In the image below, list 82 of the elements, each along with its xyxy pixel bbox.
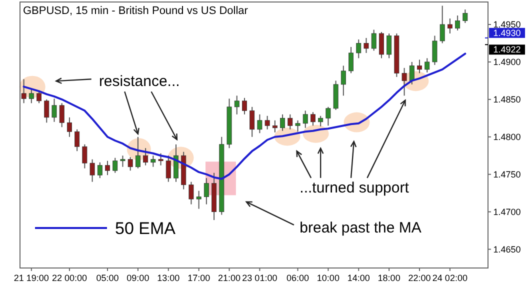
candlestick <box>74 128 80 152</box>
candlestick <box>280 114 286 132</box>
candlestick <box>348 46 354 74</box>
candlestick <box>432 35 438 66</box>
candlestick <box>333 80 338 110</box>
candlestick <box>234 95 240 115</box>
x-tick-label: 06:00 <box>286 273 310 283</box>
y-tick-label: 1.4700 <box>493 206 521 217</box>
candlestick <box>447 18 452 34</box>
candlestick <box>59 102 64 128</box>
text: 1.4922 <box>493 44 521 55</box>
candlestick <box>188 181 194 205</box>
candlestick <box>462 8 468 24</box>
candlestick <box>250 106 255 138</box>
x-tick-label: 18:00 <box>378 273 400 283</box>
candlestick <box>82 144 88 169</box>
x-tick-label: 24 02:00 <box>432 273 468 283</box>
candlestick <box>242 97 247 115</box>
candlestick <box>52 98 57 122</box>
x-tick-label: 10:00 <box>316 273 340 283</box>
x-tick-label: 05:00 <box>96 273 119 283</box>
candlestick <box>288 114 293 130</box>
x-tick-label: 17:00 <box>188 273 210 283</box>
candlestick <box>340 65 346 96</box>
candlestick <box>371 29 376 52</box>
candlestick <box>120 155 126 168</box>
candlestick <box>28 88 34 104</box>
annotation: ...turned support <box>300 179 410 196</box>
candlestick <box>409 61 414 85</box>
legend-label: 50 EMA <box>115 219 176 238</box>
candlestick <box>158 152 164 166</box>
candlestick <box>166 155 171 182</box>
candlestick <box>364 37 369 54</box>
candlestick <box>257 114 262 134</box>
candlestick <box>264 115 270 130</box>
annotation: break past the MA <box>300 220 422 237</box>
x-tick-label: 13:00 <box>157 273 180 283</box>
y-tick-label: 1.4900 <box>493 56 521 67</box>
annotation: resistance... <box>98 72 180 90</box>
candlestick <box>44 98 50 124</box>
candlestick <box>295 120 300 132</box>
candlestick <box>378 31 384 59</box>
x-tick-label: 21:00 <box>218 273 241 283</box>
candlestick <box>21 78 26 104</box>
candlestick <box>174 144 178 182</box>
text: 1.4930 <box>493 28 521 38</box>
candlestick <box>356 38 362 59</box>
candlestick <box>326 106 331 126</box>
candlestick <box>97 162 102 179</box>
candlestick <box>135 136 140 169</box>
candlestick <box>440 5 445 44</box>
x-tick-label: 22:00 <box>408 273 431 283</box>
candlestick <box>105 160 110 176</box>
candlestick <box>310 112 316 126</box>
candlestick <box>143 148 148 166</box>
candlestick <box>204 178 209 205</box>
y-tick-label: 1.4750 <box>493 169 521 180</box>
candlestick <box>424 58 430 73</box>
x-tick-label: 21 19:00 <box>14 273 49 283</box>
candlestick <box>386 32 392 59</box>
candlestick <box>66 116 72 138</box>
x-tick-label: 14:00 <box>347 273 370 283</box>
candlestick <box>318 115 324 127</box>
candlestick <box>302 110 308 128</box>
candlestick <box>150 155 156 168</box>
y-tick-label: 1.4950 <box>493 19 521 30</box>
candlestick <box>196 190 202 210</box>
candlestick <box>455 14 460 31</box>
x-tick-label: 09:00 <box>126 273 150 283</box>
candlestick <box>128 156 133 172</box>
candlestick <box>112 157 118 174</box>
candlestick <box>272 120 278 133</box>
y-tick-label: 1.4650 <box>493 244 521 254</box>
chart-title: GBPUSD, 15 min - British Pound vs US Dollar <box>23 5 248 17</box>
y-tick-label: 1.4800 <box>493 132 521 142</box>
x-tick-label: 23 01:00 <box>242 273 278 283</box>
candlestick <box>417 59 422 74</box>
x-tick-label: 22 00:00 <box>52 273 87 283</box>
candlestick <box>402 67 407 96</box>
candlestick <box>90 158 95 182</box>
candlestick <box>36 90 42 104</box>
y-tick-label: 1.4850 <box>493 94 521 104</box>
